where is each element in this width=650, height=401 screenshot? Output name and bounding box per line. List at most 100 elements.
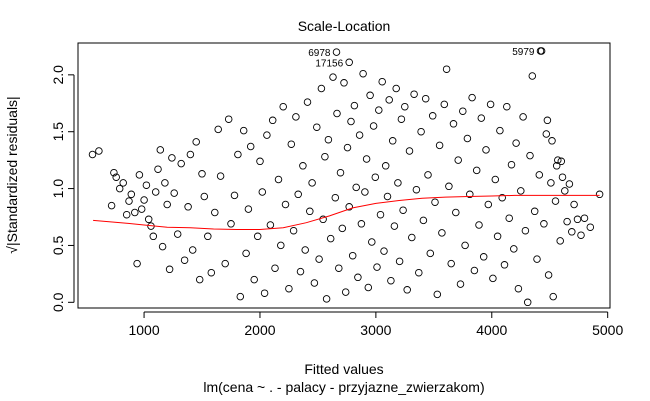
data-point [180,256,189,264]
data-point [408,233,416,242]
data-point [547,179,555,187]
data-point [554,156,562,164]
plot-frame [77,42,611,309]
data-point [354,273,362,282]
data-point [239,126,248,135]
points-layer [88,47,604,307]
data-point [263,131,271,139]
data-point [322,295,331,303]
data-point [244,205,253,213]
data-point [565,180,574,188]
data-point [340,79,348,87]
data-point [551,197,560,205]
data-point [158,242,167,251]
data-point [156,146,165,154]
data-point [394,179,402,187]
data-point [355,131,364,139]
data-point [401,102,409,111]
data-point [188,246,197,254]
data-point [493,232,502,241]
data-point [519,113,527,121]
data-point [207,268,216,277]
data-point [296,267,305,276]
data-point [507,160,516,169]
data-point [424,171,432,179]
data-point [315,255,323,263]
data-point [306,207,314,216]
data-point [521,226,530,235]
data-point [419,216,428,225]
data-point [540,220,548,228]
data-point [163,200,171,209]
data-point [221,259,229,268]
data-point [376,210,385,219]
data-point [595,190,604,199]
data-point [383,192,392,201]
data-point [110,168,118,177]
labeled-data-point [536,47,545,55]
data-point [412,185,421,194]
data-point [95,147,103,155]
data-point [125,197,133,205]
data-point [549,292,557,301]
data-point [491,175,500,184]
data-point [399,206,407,214]
data-point [510,245,518,253]
data-point [165,265,174,274]
data-point [115,184,124,193]
y-axis: 0.0 0.5 1.0 1.5 2.0 [50,65,75,312]
data-point [586,223,595,231]
data-point [440,100,449,109]
x-tick-label: 5000 [592,322,623,338]
data-point [234,150,242,159]
data-point [514,284,523,293]
data-point [552,162,561,170]
data-point [447,259,455,268]
data-point [498,193,506,202]
data-point [390,222,399,230]
data-point [410,90,418,98]
data-point [281,200,290,209]
data-point [486,100,495,109]
data-point [403,286,411,294]
data-point [352,183,360,192]
data-point [216,172,225,180]
smooth-line [93,194,600,230]
data-point [161,179,169,187]
data-point [258,188,267,196]
data-point [556,237,564,245]
data-point [428,112,437,120]
labeled-data-point [345,58,353,67]
data-point [477,114,486,122]
data-point [279,102,287,111]
data-point [417,127,425,136]
data-point [195,275,204,284]
data-point [542,130,551,138]
data-point [484,200,493,209]
data-point [303,98,312,106]
labeled-data-point [332,48,341,56]
data-point [380,247,388,255]
chart-title: Scale-Location [298,18,391,34]
data-point [517,187,525,195]
data-point [341,288,350,296]
data-point [224,115,233,123]
x-tick-label: 1000 [128,322,159,338]
data-point [463,134,472,143]
x-tick-label: 2000 [244,322,275,338]
data-point [371,173,380,181]
data-point [144,215,153,224]
data-point [285,284,293,293]
data-point [112,173,120,181]
data-point [505,214,513,222]
data-point [489,274,497,283]
data-point [107,201,116,210]
x-axis: 1000 2000 3000 4000 5000 [128,311,623,338]
data-point [256,157,264,166]
data-point [535,171,544,179]
data-point [266,221,275,229]
data-point [204,232,212,241]
data-point [211,208,219,217]
data-point [345,203,353,211]
